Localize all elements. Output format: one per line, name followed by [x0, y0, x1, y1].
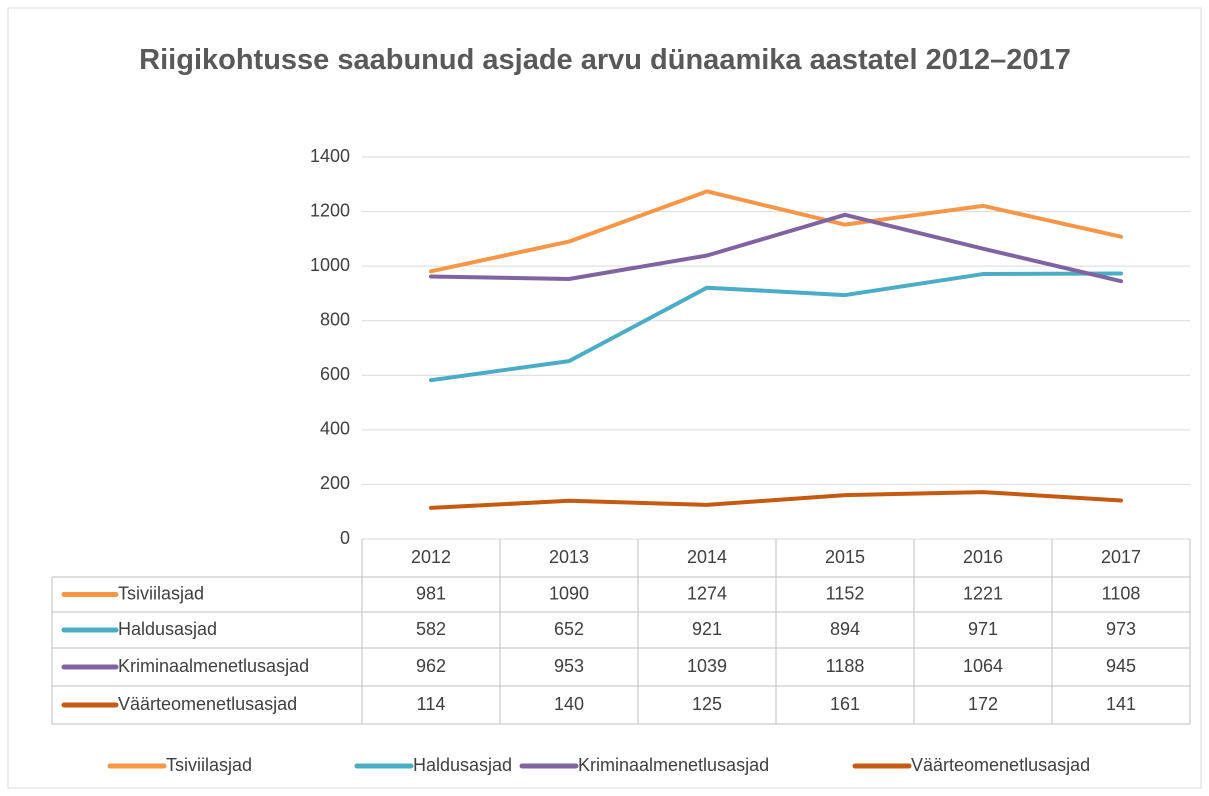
chart-title: Riigikohtusse saabunud asjade arvu dünaa… [139, 44, 1071, 76]
table-cell: 141 [1106, 694, 1136, 714]
table-cell: 973 [1106, 619, 1136, 639]
x-tick-label: 2014 [687, 547, 727, 567]
y-tick-label: 400 [320, 419, 350, 439]
table-cell: 582 [416, 619, 446, 639]
legend-label: Tsiviilasjad [166, 755, 252, 775]
y-tick-label: 1000 [310, 255, 350, 275]
y-tick-label: 600 [320, 364, 350, 384]
chart-border [7, 7, 1202, 789]
series-line [429, 271, 1123, 383]
table-cell: 953 [554, 656, 584, 676]
table-cell: 1090 [549, 583, 589, 603]
table-cell: 1221 [963, 583, 1003, 603]
y-tick-label: 200 [320, 473, 350, 493]
x-tick-label: 2013 [549, 547, 589, 567]
x-tick-label: 2015 [825, 547, 865, 567]
y-tick-label: 1400 [310, 146, 350, 166]
x-tick-label: 2012 [411, 547, 451, 567]
table-cell: 140 [554, 694, 584, 714]
y-tick-label: 800 [320, 309, 350, 329]
table-cell: 652 [554, 619, 584, 639]
table-row-label: Kriminaalmenetlusasjad [118, 656, 309, 676]
table-cell: 962 [416, 656, 446, 676]
legend-label: Kriminaalmenetlusasjad [578, 755, 769, 775]
table-cell: 971 [968, 619, 998, 639]
table-cell: 114 [417, 694, 446, 714]
y-tick-label: 0 [340, 528, 350, 548]
table-cell: 1188 [826, 656, 865, 676]
table-cell: 1152 [826, 583, 865, 603]
table-cell: 921 [692, 619, 722, 639]
table-cell: 1064 [963, 656, 1003, 676]
table-cell: 1039 [687, 656, 727, 676]
table-cell: 172 [968, 694, 998, 714]
series-line [429, 490, 1123, 510]
table-row-label: Haldusasjad [118, 619, 217, 639]
table-cell: 125 [692, 694, 722, 714]
table-cell: 1274 [687, 583, 727, 603]
x-tick-label: 2016 [963, 547, 1003, 567]
series-line [429, 189, 1123, 274]
table-row-label: Tsiviilasjad [118, 583, 204, 603]
table-cell: 945 [1106, 656, 1136, 676]
y-tick-label: 1200 [310, 200, 350, 220]
legend-label: Haldusasjad [413, 755, 512, 775]
series-line [429, 212, 1123, 284]
table-cell: 894 [830, 619, 860, 639]
x-tick-label: 2017 [1101, 547, 1141, 567]
table-cell: 981 [416, 583, 446, 603]
table-cell: 1108 [1102, 583, 1141, 603]
legend-label: Väärteomenetlusasjad [911, 755, 1090, 775]
table-cell: 161 [830, 694, 860, 714]
table-row-label: Väärteomenetlusasjad [118, 694, 297, 714]
